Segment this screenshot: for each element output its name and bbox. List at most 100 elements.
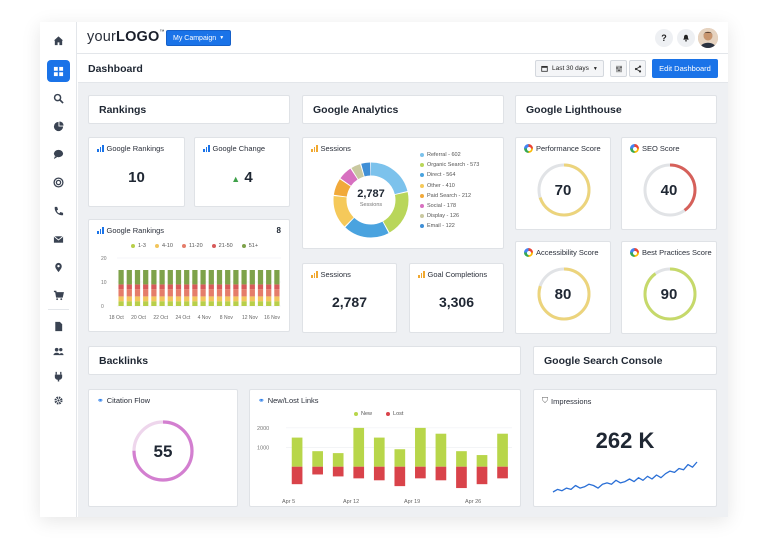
ranking-bar-segment[interactable] xyxy=(257,289,264,297)
mail-icon[interactable] xyxy=(49,230,68,249)
date-range-dropdown[interactable]: Last 30 days ▼ xyxy=(535,60,604,77)
donut-slice-other[interactable] xyxy=(333,162,409,238)
citation-flow-card[interactable]: ⚭ Citation Flow 55 xyxy=(88,389,238,507)
ranking-bar-segment[interactable] xyxy=(274,270,280,285)
impressions-card[interactable]: ⛉ Impressions 262 K xyxy=(533,389,717,507)
ranking-bar-segment[interactable] xyxy=(167,289,173,297)
ranking-bar-segment[interactable] xyxy=(192,289,198,297)
dashboard-icon[interactable] xyxy=(47,60,70,82)
ranking-bar-segment[interactable] xyxy=(274,301,280,306)
ranking-bar-segment[interactable] xyxy=(216,270,223,285)
ranking-bar-segment[interactable] xyxy=(134,270,141,285)
lost-links-bar[interactable] xyxy=(312,466,323,475)
ranking-bar-segment[interactable] xyxy=(241,301,247,306)
ranking-bar-segment[interactable] xyxy=(241,289,247,297)
ranking-bar-segment[interactable] xyxy=(216,284,223,290)
ranking-bar-segment[interactable] xyxy=(175,289,182,297)
gear-icon[interactable] xyxy=(49,391,68,410)
ranking-bar-segment[interactable] xyxy=(118,296,124,302)
ranking-bar-segment[interactable] xyxy=(216,289,223,297)
new-links-bar[interactable] xyxy=(312,451,323,467)
ranking-bar-segment[interactable] xyxy=(233,284,239,290)
ranking-bar-segment[interactable] xyxy=(192,284,198,290)
ranking-bar-segment[interactable] xyxy=(249,296,255,302)
ranking-bar-segment[interactable] xyxy=(241,284,247,290)
ranking-bar-segment[interactable] xyxy=(208,270,214,285)
ranking-bar-segment[interactable] xyxy=(249,289,255,297)
ranking-bar-segment[interactable] xyxy=(118,270,124,285)
best-practices-score-card[interactable]: Best Practices Score 90 xyxy=(621,241,717,334)
new-links-bar[interactable] xyxy=(394,449,406,467)
target-icon[interactable] xyxy=(49,173,68,192)
ranking-bar-segment[interactable] xyxy=(126,296,132,302)
location-icon[interactable] xyxy=(49,258,68,277)
sessions-card[interactable]: Sessions 2,787 xyxy=(302,263,397,333)
lost-links-bar[interactable] xyxy=(291,466,303,485)
new-links-bar[interactable] xyxy=(291,437,303,467)
ranking-bar-segment[interactable] xyxy=(167,284,173,290)
ranking-bar-segment[interactable] xyxy=(118,284,124,290)
users-icon[interactable] xyxy=(49,342,68,361)
ranking-bar-segment[interactable] xyxy=(257,296,264,302)
ranking-bar-segment[interactable] xyxy=(249,284,255,290)
lost-links-bar[interactable] xyxy=(435,466,447,481)
ranking-bar-segment[interactable] xyxy=(159,284,165,290)
goal-completions-card[interactable]: Goal Completions 3,306 xyxy=(409,263,504,333)
google-rankings-chart-card[interactable]: Google Rankings 8 1-3 4-10 11-20 21-50 51+ 2… xyxy=(88,219,290,332)
home-icon[interactable] xyxy=(49,31,68,50)
ranking-bar-segment[interactable] xyxy=(225,284,231,290)
ranking-bar-segment[interactable] xyxy=(274,289,280,297)
new-links-bar[interactable] xyxy=(373,437,385,467)
search-icon[interactable] xyxy=(49,89,68,108)
ranking-bar-segment[interactable] xyxy=(184,270,190,285)
lost-links-bar[interactable] xyxy=(415,466,426,479)
donut-slice-direct[interactable] xyxy=(333,162,409,238)
ranking-bar-segment[interactable] xyxy=(200,270,206,285)
new-links-bar[interactable] xyxy=(415,427,426,467)
ranking-bar-segment[interactable] xyxy=(151,284,157,290)
avatar[interactable] xyxy=(698,28,718,48)
ranking-bar-segment[interactable] xyxy=(225,289,231,297)
ranking-bar-segment[interactable] xyxy=(216,301,223,306)
ranking-bar-segment[interactable] xyxy=(143,289,149,297)
ranking-bar-segment[interactable] xyxy=(208,301,214,306)
ranking-bar-segment[interactable] xyxy=(143,296,149,302)
donut-slice-organic-search[interactable] xyxy=(333,162,409,238)
ranking-bar-segment[interactable] xyxy=(200,289,206,297)
ranking-bar-segment[interactable] xyxy=(208,289,214,297)
google-rankings-card[interactable]: Google Rankings 10 xyxy=(88,137,185,207)
ranking-bar-segment[interactable] xyxy=(118,301,124,306)
ranking-bar-segment[interactable] xyxy=(274,284,280,290)
ranking-bar-segment[interactable] xyxy=(175,296,182,302)
new-links-bar[interactable] xyxy=(435,433,447,467)
ranking-bar-segment[interactable] xyxy=(184,284,190,290)
help-button[interactable]: ? xyxy=(655,29,673,47)
ranking-bar-segment[interactable] xyxy=(249,270,255,285)
ranking-bar-segment[interactable] xyxy=(126,301,132,306)
ranking-bar-segment[interactable] xyxy=(134,289,141,297)
new-links-bar[interactable] xyxy=(476,455,488,467)
ranking-bar-segment[interactable] xyxy=(233,301,239,306)
ranking-bar-segment[interactable] xyxy=(143,301,149,306)
ranking-bar-segment[interactable] xyxy=(200,301,206,306)
plug-icon[interactable] xyxy=(49,367,68,386)
ranking-bar-segment[interactable] xyxy=(192,270,198,285)
cart-icon[interactable] xyxy=(49,286,68,305)
ranking-bar-segment[interactable] xyxy=(233,270,239,285)
ranking-bar-segment[interactable] xyxy=(175,284,182,290)
ranking-bar-segment[interactable] xyxy=(159,301,165,306)
ranking-bar-segment[interactable] xyxy=(208,284,214,290)
ranking-bar-segment[interactable] xyxy=(257,284,264,290)
ranking-bar-segment[interactable] xyxy=(266,289,272,297)
ranking-bar-segment[interactable] xyxy=(266,284,272,290)
google-change-card[interactable]: Google Change ▲ 4 xyxy=(194,137,290,207)
notifications-button[interactable] xyxy=(677,29,695,47)
new-links-bar[interactable] xyxy=(456,451,467,467)
ranking-bar-segment[interactable] xyxy=(192,301,198,306)
ranking-bar-segment[interactable] xyxy=(126,270,132,285)
ranking-bar-segment[interactable] xyxy=(184,289,190,297)
ranking-bar-segment[interactable] xyxy=(167,301,173,306)
ranking-bar-segment[interactable] xyxy=(225,270,231,285)
ranking-bar-segment[interactable] xyxy=(143,270,149,285)
ranking-bar-segment[interactable] xyxy=(151,301,157,306)
